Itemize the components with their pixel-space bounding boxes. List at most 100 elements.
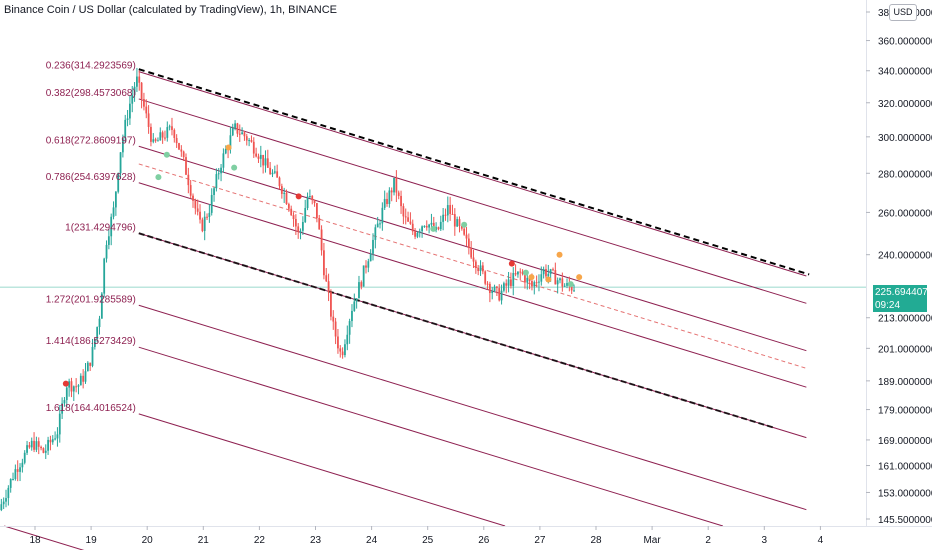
candle-body — [526, 277, 529, 283]
candle-body — [245, 136, 248, 141]
time-tick-label: 4 — [818, 535, 824, 546]
median-line — [138, 163, 807, 369]
candle-body — [372, 239, 374, 254]
candle-body — [479, 265, 482, 272]
candle-body — [376, 223, 379, 228]
candle-body — [292, 215, 295, 220]
candle-body — [337, 336, 339, 349]
price-tick-label: 280.0000000 — [878, 169, 932, 180]
candle-body — [280, 186, 283, 194]
candle-body — [159, 132, 162, 141]
candle-body — [306, 196, 309, 208]
candle-body — [285, 192, 288, 205]
candle-body — [498, 288, 501, 301]
candle-body — [96, 327, 99, 340]
candle-body — [114, 191, 117, 208]
candle-body — [316, 202, 318, 218]
price-tick-label: 360.0000000 — [878, 37, 932, 48]
time-tick-label: 28 — [590, 535, 602, 546]
candle-body — [491, 290, 494, 294]
candle-body — [500, 290, 503, 301]
candle-body — [388, 190, 391, 205]
candle-body — [82, 375, 85, 382]
bar-countdown: 09:24 — [875, 300, 901, 311]
price-tick-label: 145.5000000 — [878, 515, 932, 526]
fib-level-label: 1.618(164.4016524) — [46, 403, 136, 414]
candle-body — [341, 351, 344, 356]
candle-body — [58, 413, 61, 435]
candle-body — [63, 400, 66, 404]
candle-body — [136, 76, 138, 87]
candle-body — [397, 192, 400, 196]
signal-marker-orange — [556, 251, 563, 258]
regression-channel-lines — [4, 68, 810, 555]
candle-body — [273, 171, 276, 173]
candle-body — [311, 196, 314, 201]
price-tick-label: 240.0000000 — [878, 251, 932, 262]
candle-body — [257, 156, 260, 159]
candle-body — [554, 270, 557, 285]
candle-body — [365, 265, 367, 268]
time-tick-label: 2 — [705, 535, 711, 546]
candle-body — [570, 286, 573, 291]
support-trendline — [138, 232, 776, 430]
candle-body — [103, 258, 106, 294]
candle-body — [451, 213, 454, 215]
candle-body — [224, 149, 227, 154]
signal-marker-orange — [528, 274, 535, 281]
candle-body — [446, 205, 449, 216]
candle-body — [442, 214, 445, 222]
signal-marker-orange — [545, 276, 552, 283]
candle-body — [180, 149, 183, 152]
candle-body — [390, 190, 393, 193]
price-tick-label: 300.0000000 — [878, 133, 932, 144]
currency-button[interactable]: USD — [889, 4, 917, 21]
candle-body — [5, 498, 7, 502]
candle-body — [358, 282, 360, 299]
candle-body — [49, 439, 52, 443]
candle-body — [297, 226, 300, 232]
candle-body — [355, 298, 358, 302]
signal-marker-green — [155, 174, 162, 181]
candle-body — [236, 123, 239, 134]
signal-marker-green — [522, 269, 529, 276]
candle-body — [437, 227, 440, 230]
candle-body — [346, 334, 349, 345]
candle-body — [472, 257, 475, 262]
price-axis[interactable]: 380.0000000360.0000000340.0000000320.000… — [866, 0, 932, 550]
candle-body — [47, 439, 49, 451]
time-axis[interactable]: 18 19 20 21 22 23 24 25 26 27 28 Mar 2 3 4 — [0, 526, 932, 546]
candle-body — [166, 127, 169, 138]
candle-body — [409, 221, 412, 224]
fib-level-label: 1.272(201.9285589) — [46, 294, 136, 305]
candle-body — [308, 196, 311, 198]
candle-body — [510, 279, 512, 286]
candle-body — [196, 208, 199, 212]
candle-body — [147, 113, 150, 127]
candle-body — [460, 226, 463, 229]
candle-body — [393, 177, 395, 193]
candle-body — [344, 344, 346, 356]
fib-channel-line — [138, 71, 807, 277]
candle-body — [250, 140, 253, 142]
candle-body — [531, 281, 533, 287]
candle-body — [367, 261, 370, 268]
candle-body — [19, 467, 21, 472]
price-tick-label: 189.0000000 — [878, 377, 932, 388]
candle-body — [486, 283, 489, 285]
candle-body — [299, 230, 302, 232]
candle-body — [117, 173, 120, 192]
candle-body — [573, 290, 575, 292]
candle-body — [467, 238, 470, 248]
candle-body — [481, 265, 484, 272]
candle-body — [524, 273, 526, 283]
candle-body — [220, 167, 222, 174]
candle-body — [14, 469, 17, 479]
candle-body — [231, 127, 234, 136]
candle-body — [140, 82, 143, 99]
candle-body — [42, 448, 45, 453]
signal-marker-green — [430, 225, 437, 232]
candle-body — [449, 205, 452, 214]
